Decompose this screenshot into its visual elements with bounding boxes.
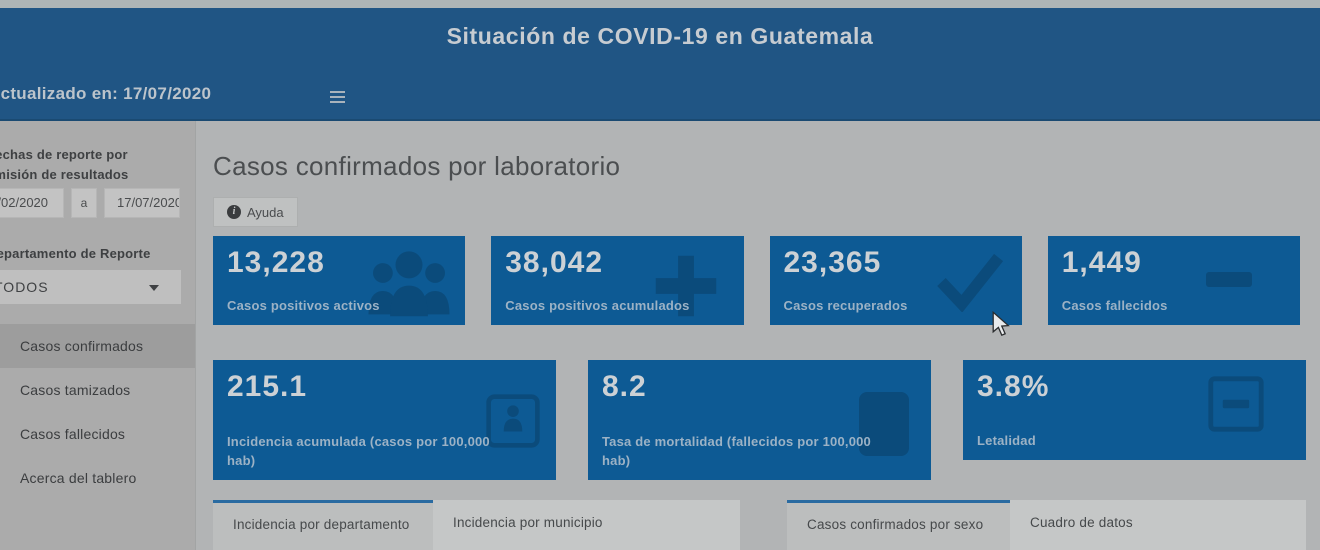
help-button-label: Ayuda [247,204,284,220]
tombstone-icon [859,392,909,456]
section-title: Casos confirmados por laboratorio [213,151,621,181]
updated-date-label: Actualizado en: 17/07/2020 [0,84,212,103]
sidebar: Fechas de reporte por emisión de resulta… [0,121,196,550]
kpi-card-incidencia-acumulada: 215.1 Incidencia acumulada (casos por 10… [213,360,556,480]
sidebar-item-casos-confirmados[interactable]: Casos confirmados [0,324,195,369]
sidebar-menu: Casos confirmados Casos tamizados Casos … [0,324,195,500]
kpi-label: Incidencia acumulada (casos por 100,000 … [227,434,490,469]
kpi-value: 38,042 [505,246,604,279]
main-content: Casos confirmados por laboratorio i Ayud… [196,121,1320,550]
date-filter-label: Fechas de reporte por emisión de resulta… [0,147,129,183]
mouse-cursor [992,311,1010,337]
kpi-value: 1,449 [1061,246,1142,279]
date-from-input[interactable]: 13/02/2020 [0,188,64,219]
kpi-card-tasa-mortalidad: 8.2 Tasa de mortalidad (fallecidos por 1… [588,360,931,480]
tab-incidencia-por-municipio[interactable]: Incidencia por municipio [453,515,603,530]
kpi-value: 3.8% [977,370,1050,403]
kpi-label: Casos positivos activos [227,298,380,314]
info-icon: i [227,205,241,219]
kpi-card-casos-recuperados: 23,365 Casos recuperados [769,236,1022,325]
department-filter-label: Departamento de Reporte [0,246,151,262]
date-separator: a [71,188,97,219]
kpi-row-1: 13,228 Casos positivos activos 38,042 Ca… [213,236,1300,325]
department-selected-value: TODOS [0,279,49,296]
kpi-card-casos-positivos-acumulados: 38,042 Casos positivos acumulados [491,236,744,325]
sidebar-item-casos-fallecidos[interactable]: Casos fallecidos [20,426,126,443]
kpi-value: 215.1 [227,370,308,403]
box-minus-icon [1208,376,1264,432]
kpi-label: Casos positivos acumulados [505,298,690,314]
minus-icon [1206,272,1252,287]
kpi-row-2: 215.1 Incidencia acumulada (casos por 10… [213,360,1306,480]
chevron-down-icon [149,285,159,292]
kpi-label: Casos recuperados [783,298,908,314]
kpi-card-letalidad: 3.8% Letalidad [963,360,1306,460]
kpi-card-casos-fallecidos: 1,449 Casos fallecidos [1047,236,1300,325]
kpi-card-casos-positivos-activos: 13,228 Casos positivos activos [213,236,466,325]
kpi-label: Tasa de mortalidad (fallecidos por 100,0… [602,434,871,469]
kpi-label: Casos fallecidos [1061,298,1168,314]
tab-group-incidencia: Incidencia por departamento Incidencia p… [213,500,740,550]
person-in-box-icon [486,394,540,448]
kpi-value: 23,365 [783,246,882,279]
people-icon [368,251,450,317]
tab-group-casos: Casos confirmados por sexo Cuadro de dat… [787,500,1306,550]
tab-cuadro-de-datos[interactable]: Cuadro de datos [1030,515,1133,530]
tab-casos-confirmados-por-sexo[interactable]: Casos confirmados por sexo [787,500,1010,550]
sidebar-item-casos-tamizados[interactable]: Casos tamizados [20,382,131,399]
browser-top-strip [0,0,1320,8]
tab-incidencia-por-departamento[interactable]: Incidencia por departamento [213,500,433,550]
help-button[interactable]: i Ayuda [213,197,298,227]
page-title-banner: Situación de COVID-19 en Guatemala [446,23,874,49]
date-range-row: 13/02/2020 a 17/07/2020 [0,188,195,219]
plus-icon [655,255,716,317]
check-icon [936,253,1003,312]
kpi-label: Letalidad [977,433,1036,449]
app-header: Situación de COVID-19 en Guatemala Actua… [0,8,1320,121]
kpi-value: 13,228 [227,246,325,279]
menu-icon[interactable] [330,91,345,105]
sidebar-item-acerca-del-tablero[interactable]: Acerca del tablero [20,470,137,487]
department-select[interactable]: TODOS [0,270,181,305]
kpi-value: 8.2 [602,370,647,403]
date-to-input[interactable]: 17/07/2020 [104,188,180,219]
